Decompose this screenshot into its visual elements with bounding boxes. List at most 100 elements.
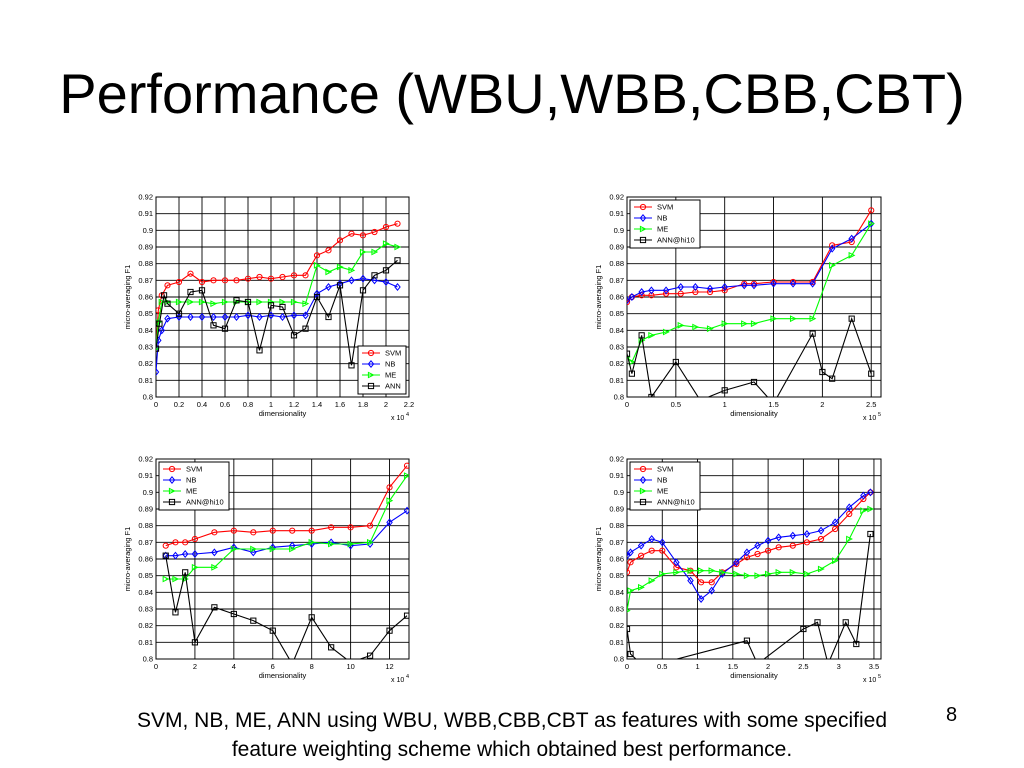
- x-tick-label: 0.4: [197, 400, 207, 409]
- x-tick-label: 2: [193, 662, 197, 671]
- data-point: [848, 315, 855, 322]
- data-point: [842, 619, 849, 626]
- data-point: [359, 287, 367, 294]
- data-point: [868, 370, 875, 377]
- data-point: [819, 368, 826, 376]
- x-tick-label: 0.5: [671, 400, 681, 409]
- y-tick-label: 0.89: [138, 243, 153, 252]
- data-point: [382, 240, 390, 248]
- series-me: [162, 472, 409, 583]
- data-point: [386, 518, 393, 527]
- data-point: [750, 378, 758, 386]
- data-point: [832, 525, 839, 533]
- data-point: [743, 554, 751, 561]
- data-point: [648, 393, 655, 397]
- y-tick-label: 0.84: [138, 588, 153, 597]
- data-point: [158, 326, 165, 335]
- y-tick-label: 0.81: [138, 638, 153, 647]
- x-axis-multiplier-exponent: 4: [406, 412, 409, 418]
- data-point: [637, 541, 645, 550]
- data-point: [198, 278, 206, 286]
- legend-marker: [367, 382, 375, 390]
- data-point: [347, 524, 354, 531]
- x-axis-label: dimensionality: [730, 409, 778, 418]
- data-point: [832, 557, 839, 565]
- x-tick-label: 1.5: [768, 400, 778, 409]
- data-point: [848, 251, 856, 259]
- y-tick-label: 0.9: [614, 226, 624, 235]
- data-point: [336, 282, 344, 289]
- y-tick-label: 0.87: [609, 276, 624, 285]
- series-line: [156, 259, 398, 366]
- x-tick-label: 2: [820, 400, 824, 409]
- data-point: [210, 300, 218, 308]
- x-tick-label: 1.4: [312, 400, 322, 409]
- data-point: [221, 298, 229, 306]
- y-tick-label: 0.92: [138, 193, 153, 202]
- data-point: [755, 661, 760, 666]
- data-point: [382, 223, 390, 231]
- data-point: [829, 375, 836, 382]
- data-point: [817, 535, 825, 543]
- data-point: [198, 313, 206, 321]
- data-point: [809, 279, 816, 288]
- data-point: [289, 527, 296, 534]
- legend-marker: [639, 225, 647, 233]
- x-tick-label: 2: [766, 662, 770, 671]
- legend-label: SVM: [657, 465, 673, 474]
- y-tick-label: 0.86: [138, 293, 153, 302]
- series-svm: [162, 462, 409, 549]
- data-point: [649, 663, 654, 668]
- data-point: [348, 362, 355, 369]
- legend-marker: [168, 465, 176, 473]
- data-point: [764, 536, 772, 545]
- data-point: [290, 298, 298, 306]
- data-point: [366, 522, 374, 529]
- legend-label: ANN@hi10: [657, 498, 695, 507]
- data-point: [230, 545, 238, 553]
- data-point: [765, 547, 772, 554]
- data-point: [347, 540, 355, 548]
- data-point: [348, 276, 355, 285]
- data-point: [697, 595, 705, 603]
- data-point: [846, 535, 853, 543]
- data-point: [809, 315, 817, 323]
- data-point: [230, 527, 237, 534]
- y-tick-label: 0.86: [609, 293, 624, 302]
- data-point: [659, 547, 666, 554]
- data-point: [230, 610, 237, 618]
- data-point: [172, 551, 179, 560]
- y-tick-label: 0.88: [609, 259, 624, 268]
- data-point: [336, 263, 344, 271]
- data-point: [706, 288, 714, 296]
- data-point: [244, 298, 252, 306]
- y-tick-label: 0.81: [138, 376, 153, 385]
- data-point: [809, 278, 816, 286]
- data-point: [158, 298, 166, 306]
- data-point: [162, 575, 170, 583]
- data-point: [750, 320, 758, 328]
- data-point: [627, 548, 634, 557]
- data-point: [172, 575, 180, 583]
- data-point: [162, 542, 169, 549]
- y-tick-label: 0.85: [609, 309, 624, 318]
- x-tick-label: 1.5: [728, 662, 738, 671]
- series-me: [627, 505, 875, 613]
- series-line: [627, 533, 871, 659]
- legend-marker: [639, 487, 647, 495]
- data-point: [210, 313, 217, 321]
- y-tick-label: 0.84: [138, 326, 153, 335]
- legend-marker: [367, 360, 375, 368]
- series-line: [156, 223, 398, 349]
- data-point: [698, 398, 703, 403]
- data-point: [743, 572, 751, 580]
- data-point: [697, 567, 705, 575]
- data-point: [677, 290, 684, 297]
- data-point: [638, 552, 645, 559]
- data-point: [868, 220, 875, 228]
- y-axis-label: micro-averaging F1: [594, 265, 603, 330]
- y-tick-label: 0.88: [138, 521, 153, 530]
- y-tick-label: 0.8: [614, 393, 624, 402]
- chart-cbt: 0 0.5 1 1.5 2 2.5 3 3.5 0.8 0.81 0.82 0.83 0.84 0.85 0…: [594, 455, 882, 684]
- x-axis-multiplier: x 10: [863, 677, 876, 684]
